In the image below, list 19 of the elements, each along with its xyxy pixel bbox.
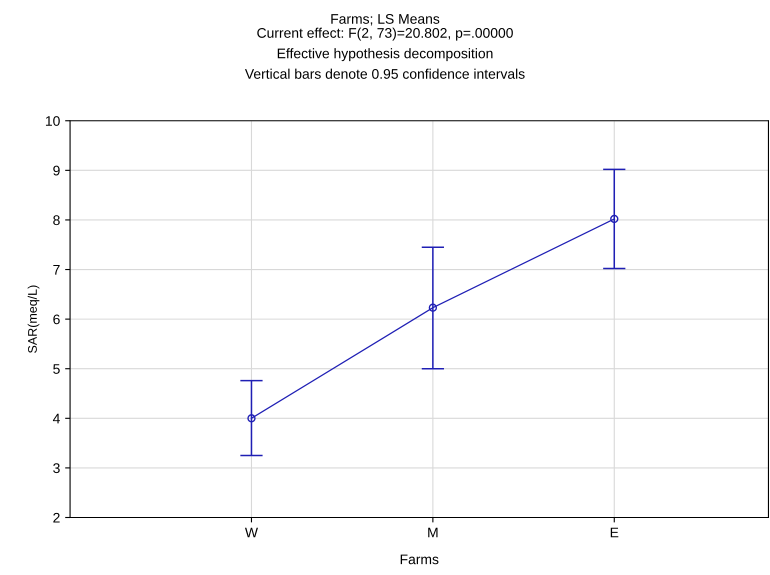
chart-title: Farms; LS Means: [331, 14, 440, 26]
x-tick-label: E: [610, 528, 618, 538]
y-tick-label: 8: [53, 215, 60, 226]
y-tick-label: 7: [53, 265, 60, 275]
x-tick-label: M: [428, 528, 438, 538]
y-tick-label: 10: [46, 116, 60, 126]
y-axis-title: SAR(meq/L): [28, 286, 40, 353]
point: [247, 414, 256, 422]
x-tick-label: W: [244, 528, 258, 538]
y-tick-label: 4: [52, 414, 60, 424]
y-tick-label: 2: [53, 512, 60, 523]
y-tick-label: 9: [53, 166, 60, 176]
chart-subtitle: Current effect: F(2, 73)=20.802, p=.00000 Effective hypothesis decomposition Vertical bars denote 0.95 confidence intervals: [244, 28, 525, 79]
x-axis-title: Farms: [400, 554, 438, 564]
point: [428, 304, 438, 312]
y-tick-label: 5: [53, 364, 60, 374]
y-tick-label: 3: [53, 463, 60, 474]
point: [610, 214, 618, 224]
y-tick-label: 6: [53, 314, 60, 324]
